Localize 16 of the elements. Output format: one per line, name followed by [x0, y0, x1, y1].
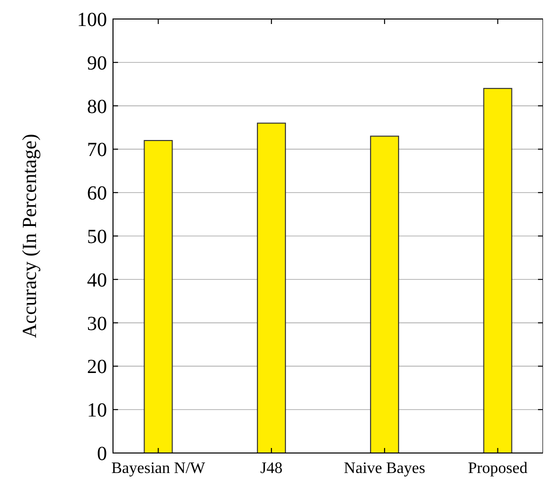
y-tick-label: 70: [87, 139, 107, 162]
x-tick-label: Naive Bayes: [344, 460, 426, 477]
y-tick-label: 30: [87, 312, 107, 335]
y-tick-label: 100: [77, 9, 107, 31]
y-tick-label: 60: [87, 182, 107, 205]
y-tick-label: 80: [87, 96, 107, 118]
y-tick-label: 20: [87, 356, 107, 378]
x-tick-label: J48: [260, 460, 283, 477]
y-axis-title: Accuracy (In Percentage): [19, 134, 41, 338]
x-tick-label: Proposed: [468, 460, 528, 477]
x-tick-label: Bayesian N/W: [111, 460, 206, 477]
y-tick-label: 10: [87, 400, 107, 422]
y-tick-label: 90: [87, 52, 107, 74]
y-tick-label: 50: [87, 226, 107, 248]
y-tick-label: 40: [87, 269, 107, 292]
y-tick-label: 0: [97, 443, 107, 465]
